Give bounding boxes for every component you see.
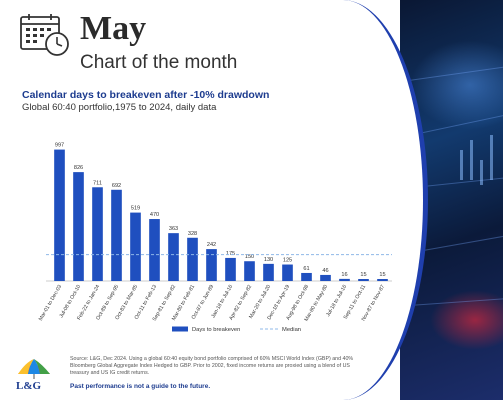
lg-logo-text: L&G	[16, 380, 42, 392]
data-label: 61	[303, 266, 309, 272]
bar	[377, 279, 388, 281]
bar	[206, 249, 217, 281]
chart-title: Calendar days to breakeven after -10% dr…	[22, 89, 270, 101]
data-label: 150	[245, 254, 254, 260]
bar	[339, 278, 350, 281]
bar	[54, 149, 65, 281]
bar	[130, 212, 141, 281]
lg-umbrella-logo	[18, 359, 50, 379]
chart-subtitle: Global 60:40 portfolio,1975 to 2024, dai…	[22, 102, 217, 113]
bar	[187, 237, 198, 281]
bar	[111, 189, 122, 281]
legend-swatch-bars	[172, 326, 188, 332]
data-label: 711	[93, 180, 102, 186]
source-note: Source: L&G, Dec 2024. Using a global 60…	[70, 356, 354, 376]
legend-label-median: Median	[282, 327, 301, 333]
data-label: 46	[322, 268, 328, 274]
data-label: 997	[55, 143, 64, 149]
data-label: 15	[379, 272, 385, 278]
data-label: 16	[341, 272, 347, 278]
data-label: 175	[226, 251, 235, 257]
data-label: 692	[112, 183, 121, 189]
data-label: 519	[131, 206, 140, 212]
bar	[73, 172, 84, 281]
calendar-clock-icon	[20, 14, 69, 56]
page-title: May	[80, 10, 147, 47]
bar	[244, 261, 255, 281]
bar	[301, 272, 312, 281]
data-label: 826	[74, 165, 83, 171]
data-label: 125	[283, 258, 292, 264]
bar	[320, 274, 331, 281]
bar	[149, 219, 160, 281]
bar	[358, 279, 369, 281]
data-label: 328	[188, 231, 197, 237]
page-subtitle: Chart of the month	[80, 52, 238, 73]
data-label: 363	[169, 226, 178, 232]
data-label: 15	[360, 272, 366, 278]
bar	[282, 264, 293, 281]
bar	[92, 187, 103, 281]
data-label: 242	[207, 242, 216, 248]
data-label: 130	[264, 257, 273, 263]
legend-label-bars: Days to breakeven	[192, 327, 240, 333]
bar	[168, 233, 179, 281]
disclaimer: Past performance is not a guide to the f…	[70, 383, 211, 390]
content-card: May Chart of the month Calendar days to …	[16, 0, 428, 400]
bar	[225, 257, 236, 281]
bar	[263, 263, 274, 281]
data-label: 470	[150, 212, 159, 218]
